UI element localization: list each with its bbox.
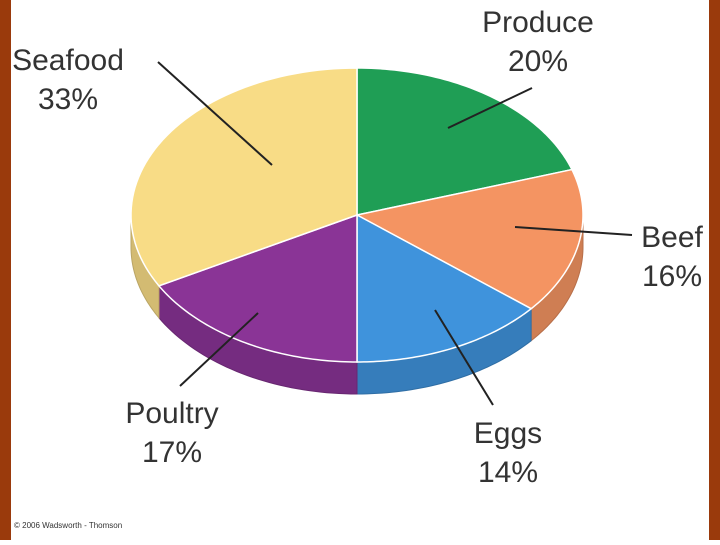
credit: © 2006 Wadsworth - Thomson bbox=[14, 521, 122, 530]
slice-label: Produce bbox=[482, 6, 594, 39]
value-label: 14% bbox=[478, 456, 538, 489]
slice-label: Seafood bbox=[12, 44, 124, 77]
left-border bbox=[0, 0, 11, 540]
leader-line bbox=[157, 61, 273, 166]
pie bbox=[130, 67, 584, 395]
right-border bbox=[709, 0, 720, 540]
leader-line bbox=[179, 312, 259, 387]
slice bbox=[356, 213, 533, 363]
slice-label: Beef bbox=[641, 221, 703, 254]
slice-label: Eggs bbox=[474, 417, 542, 450]
value-label: 20% bbox=[508, 45, 568, 78]
leader-line bbox=[434, 309, 494, 406]
leader-line bbox=[514, 226, 633, 236]
value-label: 17% bbox=[142, 436, 202, 469]
slice bbox=[130, 67, 358, 287]
value-label: 33% bbox=[38, 83, 98, 116]
labels: Produce 20% Beef 16% Eggs 14% Poultry 17% Seafoo… bbox=[12, 6, 703, 489]
slice bbox=[356, 67, 574, 216]
value-label: 16% bbox=[642, 260, 702, 293]
leader-line bbox=[447, 87, 533, 129]
slice bbox=[157, 213, 358, 363]
slice bbox=[354, 168, 584, 310]
slice-label: Poultry bbox=[125, 397, 218, 430]
